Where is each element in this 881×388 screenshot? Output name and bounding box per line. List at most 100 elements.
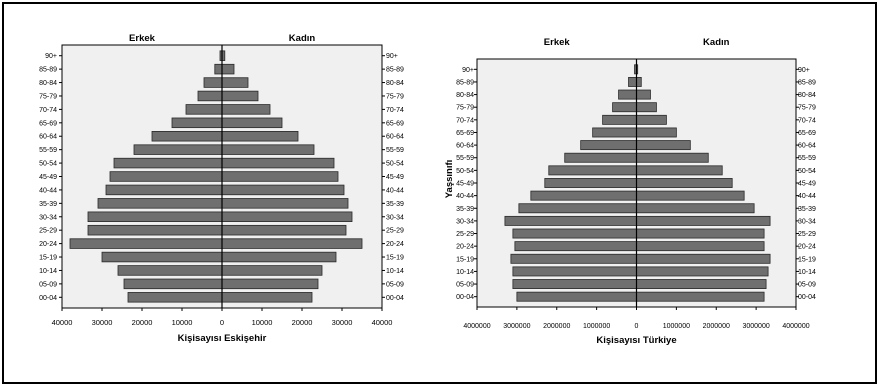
bar-erkek [548, 165, 637, 176]
y-tick-label-left: 35-39 [456, 206, 474, 213]
y-tick-label-left: 25-29 [456, 231, 474, 238]
y-tick-label-left: 20-24 [456, 244, 474, 251]
bar-kadin [221, 211, 353, 222]
y-tick-label-left: 90+ [462, 67, 474, 74]
x-tick-label: 4000000 [782, 323, 809, 330]
bar-kadin [221, 144, 315, 155]
bar-erkek [618, 89, 637, 100]
bar-erkek [151, 131, 223, 142]
y-tick-label-right: 20-24 [798, 244, 816, 251]
x-tick-label: 10000 [252, 318, 273, 327]
bar-kadin [636, 266, 769, 277]
y-tick-label-left: 10-14 [39, 268, 57, 275]
y-tick-label-right: 05-09 [386, 281, 404, 288]
y-tick-label-right: 15-19 [798, 256, 816, 263]
bar-erkek [97, 198, 223, 209]
y-tick-label-left: 70-74 [456, 117, 474, 124]
bar-erkek [514, 241, 637, 252]
y-tick-label-right: 55-59 [386, 147, 404, 154]
bar-kadin [636, 279, 767, 289]
y-tick-label-left: 60-64 [456, 143, 474, 150]
y-tick-label-left: 65-69 [39, 120, 57, 127]
y-tick-label-left: 60-64 [39, 134, 57, 141]
bar-erkek [504, 215, 637, 226]
bar-erkek [214, 63, 223, 75]
bar-erkek [580, 140, 637, 151]
y-tick-label-right: 60-64 [386, 134, 404, 141]
x-axis-label: Kişisayısı Türkiye [596, 335, 676, 346]
bar-kadin [636, 253, 771, 264]
bar-erkek [512, 228, 637, 239]
y-tick-label-right: 30-34 [386, 214, 404, 221]
bar-kadin [221, 157, 335, 169]
bar-erkek [87, 224, 223, 236]
bar-kadin [221, 63, 235, 75]
x-tick-label: 4000000 [463, 323, 490, 330]
y-tick-label-left: 50-54 [39, 161, 57, 168]
bar-erkek [117, 265, 223, 276]
y-tick-label-right: 50-54 [386, 161, 404, 168]
bar-erkek [87, 211, 223, 222]
y-tick-label-left: 05-09 [39, 281, 57, 288]
bar-kadin [636, 291, 765, 302]
y-tick-label-right: 25-29 [798, 231, 816, 238]
y-tick-label-right: 50-54 [798, 168, 816, 175]
y-tick-label-right: 85-89 [798, 79, 816, 86]
y-tick-label-left: 80-84 [39, 80, 57, 87]
series-label-kadin: Kadın [289, 33, 316, 44]
bar-kadin [221, 251, 337, 263]
x-tick-label: 30000 [332, 318, 353, 327]
x-tick-label: 40000 [52, 318, 73, 327]
bar-kadin [221, 77, 249, 88]
y-tick-label-right: 85-89 [386, 67, 404, 74]
y-tick-label-right: 10-14 [798, 269, 816, 276]
y-tick-label-right: 30-34 [798, 218, 816, 225]
y-tick-label-left: 10-14 [456, 269, 474, 276]
figure-frame [2, 2, 877, 384]
x-tick-label: 30000 [92, 318, 113, 327]
bar-kadin [636, 140, 691, 151]
bar-kadin [221, 171, 339, 182]
bar-erkek [133, 144, 223, 155]
x-tick-label: 40000 [372, 318, 393, 327]
bar-erkek [113, 157, 223, 169]
y-tick-label-left: 55-59 [456, 155, 474, 162]
bar-erkek [516, 291, 637, 302]
bar-erkek [197, 90, 223, 102]
y-tick-label-right: 75-79 [386, 93, 404, 100]
y-tick-label-right: 45-49 [798, 181, 816, 188]
bar-erkek [512, 266, 637, 277]
bar-erkek [105, 184, 223, 196]
y-tick-label-right: 60-64 [798, 143, 816, 150]
bar-erkek [518, 203, 637, 214]
bar-erkek [530, 190, 637, 201]
bar-erkek [612, 102, 637, 113]
series-label-erkek: Erkek [544, 37, 571, 48]
y-tick-label-left: 15-19 [39, 255, 57, 262]
x-tick-label: 1000000 [663, 323, 690, 330]
y-tick-label-left: 55-59 [39, 147, 57, 154]
bar-kadin [221, 265, 323, 276]
bar-kadin [221, 104, 271, 115]
bar-erkek [109, 171, 223, 182]
y-tick-label-right: 90+ [386, 53, 398, 60]
y-tick-label-right: 05-09 [798, 282, 816, 289]
y-tick-label-right: 40-44 [386, 187, 404, 194]
bar-kadin [221, 184, 345, 196]
bar-kadin [221, 278, 319, 290]
bar-kadin [636, 114, 667, 125]
bar-erkek [592, 127, 637, 138]
bar-kadin [221, 238, 363, 249]
bar-erkek [512, 279, 637, 289]
bar-erkek [628, 77, 637, 87]
x-tick-label: 3000000 [742, 323, 769, 330]
bar-erkek [123, 278, 223, 290]
y-tick-label-right: 45-49 [386, 174, 404, 181]
y-tick-label-right: 70-74 [386, 107, 404, 114]
y-tick-label-left: 30-34 [39, 214, 57, 221]
y-tick-label-left: 00-04 [456, 294, 474, 301]
bar-kadin [636, 127, 677, 138]
y-tick-label-left: 75-79 [456, 105, 474, 112]
bar-erkek [185, 104, 223, 115]
